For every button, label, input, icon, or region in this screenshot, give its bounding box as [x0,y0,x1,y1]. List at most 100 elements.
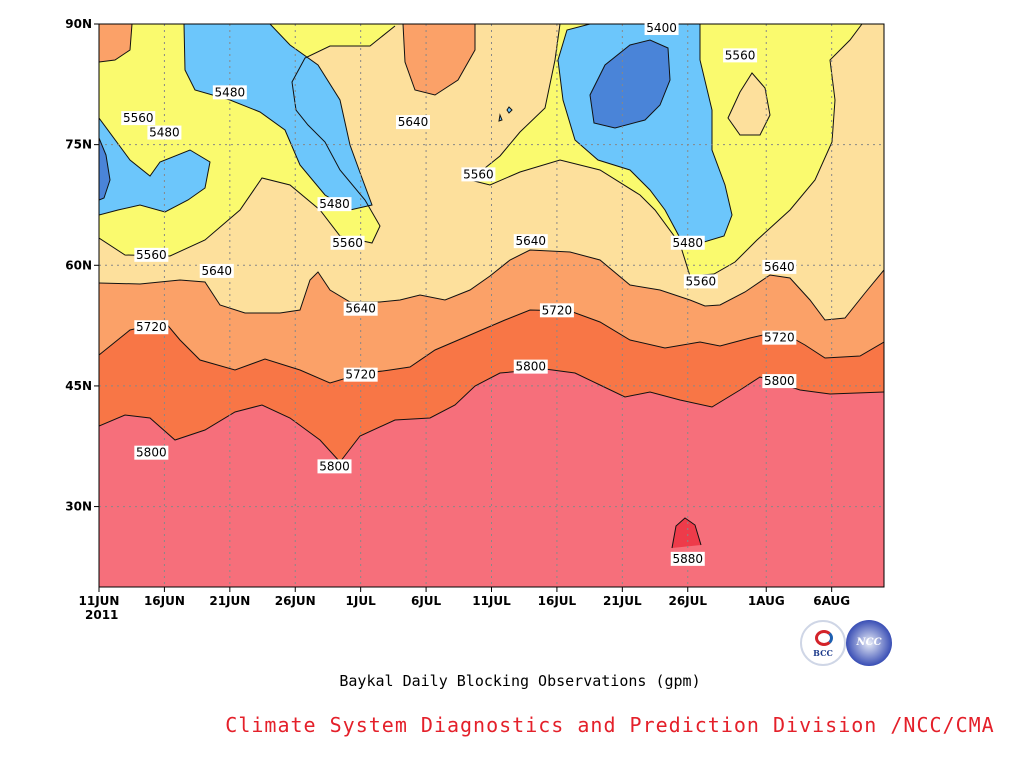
contour-label-text: 5560 [332,236,363,250]
contour-label: 5640 [199,263,234,278]
contour-label-bg [134,445,169,460]
contour-label: 5560 [121,111,156,126]
contour-label: 5720 [134,320,169,335]
contour-label-bg [461,167,496,182]
contour-label: 5480 [147,125,182,140]
band-5400-5480-a [184,24,372,210]
contour-label-bg [670,235,705,250]
contour-label-text: 5560 [463,167,494,181]
contour-label-text: 5720 [542,303,573,317]
contour-label-text: 5800 [319,459,350,473]
contour-label-bg [147,125,182,140]
contour-label: 5480 [317,197,352,212]
contour-label: 5480 [670,235,705,250]
contour-label-text: 5640 [345,302,376,316]
x-tick-label: 26JUL [668,594,707,608]
x-tick-label: 16JUL [538,594,577,608]
contour-label-text: 5640 [515,234,546,248]
contour-label: 5560 [723,48,758,63]
contour-label-bg [212,85,247,100]
band-below-5400-b [99,138,110,200]
contour-label-text: 5560 [123,111,154,125]
x-tick-label: 16JUN [144,594,185,608]
chart-title: Baykal Daily Blocking Observations (gpm) [339,672,701,690]
x-tick-label: 11JUL [472,594,511,608]
contour-5800 [99,368,884,463]
contour-label: 5800 [513,359,548,374]
contour-label-bg [199,263,234,278]
contour-label-text: 5400 [646,21,677,35]
contour-label: 5880 [670,551,705,566]
band-5560-island [728,73,770,135]
contour-label-text: 5720 [345,368,376,382]
contour-label-bg [513,234,548,249]
contour-label-text: 5480 [149,126,180,140]
contour-5880 [671,517,702,549]
contour-label-text: 5640 [764,260,795,274]
contour-label: 5800 [762,374,797,389]
contour-label-bg [723,48,758,63]
contour-5480-b [99,117,211,216]
contour-label-bg [343,367,378,382]
band-5640-warm-nw [99,24,132,62]
bcc-logo-icon: BCC [800,620,846,666]
contour-label-text: 5480 [672,236,703,250]
band-5400-5480-b [99,118,210,215]
contour-label: 5560 [683,274,718,289]
contour-label-text: 5800 [764,374,795,388]
x-tick-label: 6JUL [411,594,442,608]
bcc-logo-text: BCC [813,648,833,658]
contour-label: 5720 [539,303,574,318]
contour-label: 5720 [343,367,378,382]
ncc-logo-text: NCC [856,637,882,648]
y-tick-label: 90N [65,17,92,31]
contour-label-bg [317,459,352,474]
contour-label-text: 5560 [725,48,756,62]
contour-label: 5640 [762,259,797,274]
x-tick-label: 11JUN [79,594,120,608]
ncc-logo-icon: NCC [846,620,892,666]
contour-label-bg [396,115,430,130]
contour-label-bg [134,320,169,335]
x-tick-label: 21JUL [603,594,642,608]
x-axis-year-label: 2011 [85,608,118,622]
contour-label-bg [762,330,797,345]
contour-label-text: 5800 [515,360,546,374]
contour-label-bg [539,303,574,318]
y-axis: 30N 45N 60N 75N 90N [65,17,99,514]
x-tick-label: 21JUN [209,594,250,608]
contour-label-bg [317,197,352,212]
x-tick-label: 26JUN [275,594,316,608]
x-tick-label: 1JUL [346,594,377,608]
contour-label: 5640 [343,301,378,316]
contour-label: 5800 [134,445,169,460]
contour-label-bg [513,359,548,374]
contour-label-text: 5480 [319,197,350,211]
contour-5560-west [99,25,396,257]
contour-label-bg [134,247,169,262]
contour-label-text: 5560 [136,248,167,262]
grid-lines [99,24,884,587]
contour-labels: 5400548054805480548055605560556055605560… [121,21,797,566]
contour-5480-speck [498,106,513,122]
band-above-5960 [672,518,701,548]
contour-label-bg [343,301,378,316]
contour-label-text: 5640 [398,115,429,129]
band-5640-warm-north [403,24,475,95]
contour-label-text: 5720 [136,320,167,334]
y-tick-label: 75N [65,138,92,152]
contour-label-bg [762,374,797,389]
contour-label-text: 5720 [764,331,795,345]
contour-5640-north [402,24,476,96]
bcc-swirl-icon [815,630,833,646]
contour-label: 5400 [644,21,679,36]
contour-5560-island [727,72,771,136]
contour-5400-b [99,137,111,201]
contour-label: 5800 [317,459,352,474]
contour-label-text: 5640 [201,264,232,278]
y-tick-label: 45N [65,379,92,393]
contour-5560-east [469,24,863,277]
x-tick-label: 6AUG [813,594,850,608]
contour-label-text: 5480 [215,85,246,99]
